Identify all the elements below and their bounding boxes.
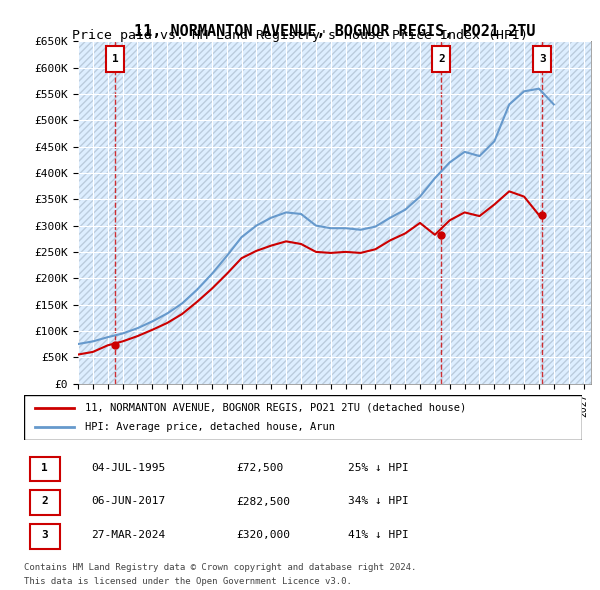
FancyBboxPatch shape [106,45,124,72]
Text: 04-JUL-1995: 04-JUL-1995 [91,463,165,473]
Title: 11, NORMANTON AVENUE, BOGNOR REGIS, PO21 2TU: 11, NORMANTON AVENUE, BOGNOR REGIS, PO21… [134,24,535,39]
Text: Contains HM Land Registry data © Crown copyright and database right 2024.: Contains HM Land Registry data © Crown c… [24,563,416,572]
Text: 2: 2 [438,54,445,64]
Text: £320,000: £320,000 [236,530,290,540]
Text: 25% ↓ HPI: 25% ↓ HPI [347,463,409,473]
FancyBboxPatch shape [533,45,551,72]
FancyBboxPatch shape [29,524,60,549]
Text: 1: 1 [112,54,119,64]
Text: 2: 2 [41,497,48,506]
Text: 3: 3 [539,54,546,64]
Text: 1: 1 [41,463,48,473]
Text: 41% ↓ HPI: 41% ↓ HPI [347,530,409,540]
Text: 27-MAR-2024: 27-MAR-2024 [91,530,165,540]
Text: 11, NORMANTON AVENUE, BOGNOR REGIS, PO21 2TU (detached house): 11, NORMANTON AVENUE, BOGNOR REGIS, PO21… [85,403,467,412]
FancyBboxPatch shape [29,457,60,481]
Text: 06-JUN-2017: 06-JUN-2017 [91,497,165,506]
Text: This data is licensed under the Open Government Licence v3.0.: This data is licensed under the Open Gov… [24,577,352,586]
Text: £282,500: £282,500 [236,497,290,506]
Text: Price paid vs. HM Land Registry's House Price Index (HPI): Price paid vs. HM Land Registry's House … [72,29,528,42]
Text: HPI: Average price, detached house, Arun: HPI: Average price, detached house, Arun [85,422,335,432]
Text: 3: 3 [41,530,48,540]
FancyBboxPatch shape [433,45,451,72]
Text: 34% ↓ HPI: 34% ↓ HPI [347,497,409,506]
FancyBboxPatch shape [29,490,60,515]
Text: £72,500: £72,500 [236,463,283,473]
FancyBboxPatch shape [24,395,582,440]
